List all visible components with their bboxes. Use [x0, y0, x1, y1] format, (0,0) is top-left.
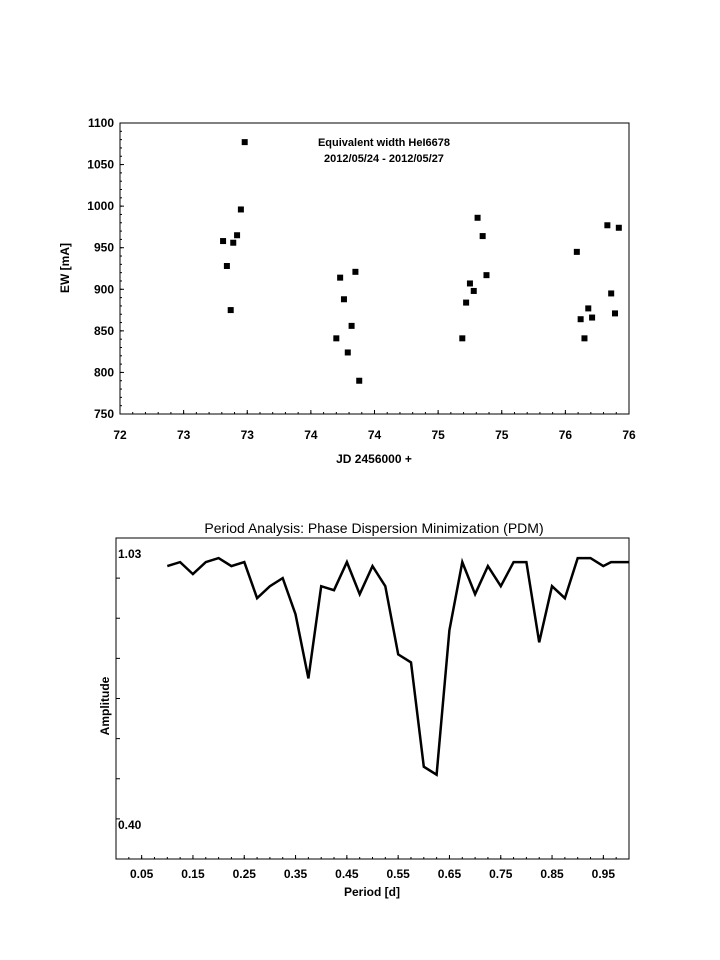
chart2-x-tick-label: 0.15 [181, 867, 205, 881]
chart1-data-point [241, 139, 248, 146]
chart1-y-tick-label: 900 [94, 282, 114, 296]
chart1-x-tick-label: 74 [368, 428, 382, 442]
chart1-data-point [344, 349, 351, 356]
chart1-data-point [234, 232, 241, 239]
chart1-data-point [459, 335, 466, 342]
chart1-data-point [470, 287, 477, 294]
chart1-data-point [220, 238, 227, 245]
chart1-x-tick-label: 74 [304, 428, 318, 442]
chart1-data-point [463, 299, 470, 306]
chart1-data-point [356, 377, 363, 384]
chart1-data-point [340, 296, 347, 303]
chart1-data-point [612, 310, 619, 317]
chart1-data-point [585, 305, 592, 312]
chart2-x-tick-label: 0.95 [592, 867, 616, 881]
chart1-y-tick-label: 950 [94, 241, 114, 255]
chart1-y-tick-label: 850 [94, 324, 114, 338]
chart2-title: Period Analysis: Phase Dispersion Minimi… [204, 520, 543, 536]
chart1-data-point [483, 272, 490, 279]
chart1-data-point [479, 233, 486, 240]
chart1-data-point [227, 307, 234, 314]
chart2-x-tick-label: 0.55 [386, 867, 410, 881]
chart1-y-tick-label: 750 [94, 407, 114, 421]
chart2-series-line [166, 556, 629, 777]
chart2-y-tick-label: 0.40 [118, 818, 142, 832]
chart1-data-point [615, 224, 622, 231]
chart2-x-tick-label: 0.85 [540, 867, 564, 881]
chart1-data-point [604, 222, 611, 229]
chart1-data-point [352, 268, 359, 275]
chart1-data-point [474, 214, 481, 221]
chart1-data-point [230, 239, 237, 246]
chart1-x-tick-label: 76 [622, 428, 636, 442]
chart2-x-tick-label: 0.05 [130, 867, 154, 881]
chart2-x-tick-label: 0.35 [284, 867, 308, 881]
chart1-data-point [333, 335, 340, 342]
chart1-x-tick-label: 72 [113, 428, 127, 442]
chart1-data-point [337, 274, 344, 281]
chart1-y-tick-label: 1050 [87, 158, 114, 172]
chart2-y-tick-label: 1.03 [118, 547, 142, 561]
chart1-data-point [589, 314, 596, 321]
chart1-y-axis-label: EW [mA] [58, 243, 72, 293]
chart2-plot-frame [115, 537, 630, 860]
chart2-x-tick-label: 0.25 [233, 867, 257, 881]
chart1-y-tick-label: 800 [94, 365, 114, 379]
chart1-x-tick-label: 73 [241, 428, 255, 442]
chart2-y-axis-label: Amplitude [98, 676, 112, 735]
chart1-data-point [223, 263, 230, 270]
chart1-x-tick-label: 76 [559, 428, 573, 442]
ew-scatter-chart: 750 800 850 900 950 1000 1050 1100 72 73 73 74 74 75 7… [58, 116, 636, 466]
chart1-title: Equivalent width HeI6678 [318, 137, 450, 149]
chart1-data-point [348, 322, 355, 329]
chart2-x-axis-label: Period [d] [344, 885, 400, 899]
chart1-data-point [608, 290, 615, 297]
chart2-x-tick-label: 0.65 [438, 867, 462, 881]
chart1-y-tick-label: 1100 [88, 116, 114, 130]
chart1-x-tick-label: 73 [177, 428, 191, 442]
chart2-x-tick-label: 0.75 [489, 867, 513, 881]
chart1-subtitle: 2012/05/24 - 2012/05/27 [324, 153, 444, 165]
chart1-data-point [573, 248, 580, 255]
chart1-x-axis-label: JD 2456000 + [336, 452, 412, 466]
chart1-data-point [577, 316, 584, 323]
chart1-data-point [466, 280, 473, 287]
chart1-y-tick-label: 1000 [87, 199, 114, 213]
chart2-x-tick-label: 0.45 [335, 867, 359, 881]
chart1-x-tick-label: 75 [431, 428, 445, 442]
chart1-plot-frame [119, 122, 630, 415]
chart1-data-point [237, 206, 244, 213]
pdm-line-chart: Period Analysis: Phase Dispersion Minimi… [98, 520, 630, 899]
chart1-x-tick-label: 75 [495, 428, 509, 442]
chart1-data-point [581, 335, 588, 342]
